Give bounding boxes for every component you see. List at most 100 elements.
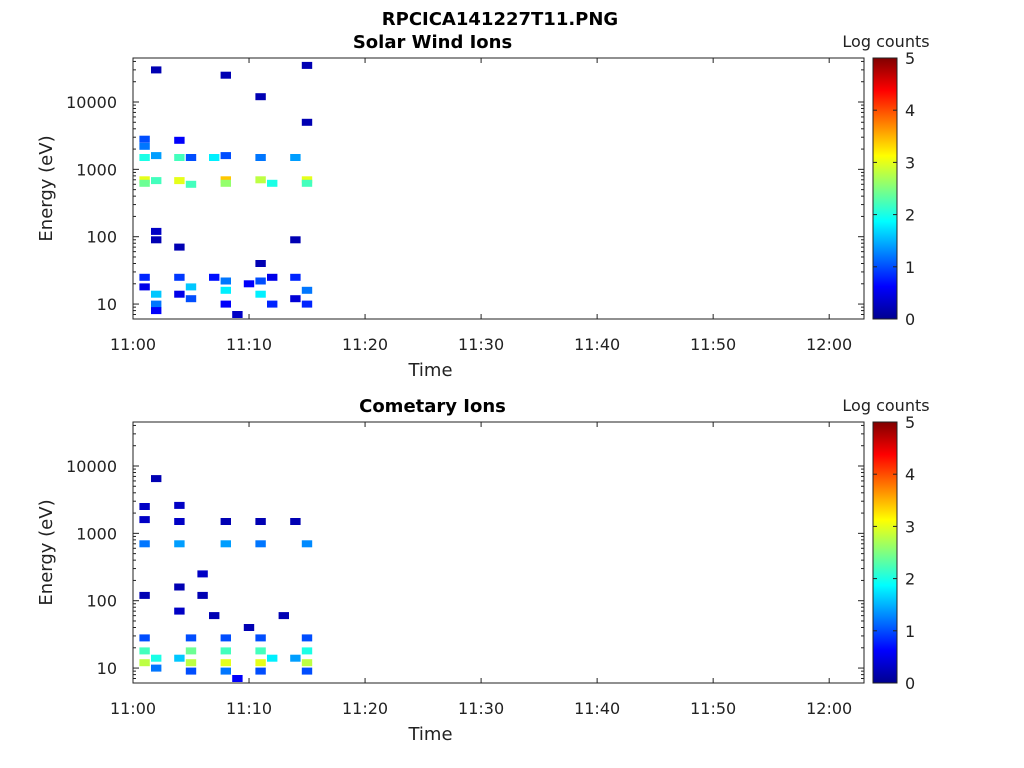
panel-title: Solar Wind Ions <box>353 32 512 53</box>
heatmap-cell <box>301 540 313 548</box>
colorbar-tick-label: 2 <box>905 570 915 589</box>
heatmap-cell <box>255 290 266 298</box>
heatmap-cell <box>139 283 150 291</box>
heatmap-cell <box>185 154 197 161</box>
heatmap-cell <box>209 273 220 281</box>
heatmap-cell <box>301 179 313 187</box>
heatmap-cell <box>278 612 289 620</box>
heatmap-cell <box>243 280 255 288</box>
heatmap-cell <box>220 277 231 285</box>
colorbar-tick-label: 5 <box>905 413 915 432</box>
heatmap-cell <box>151 307 162 315</box>
heatmap-cell <box>255 647 266 655</box>
heatmap-cell <box>174 540 185 548</box>
colorbar-tick-label: 1 <box>905 622 915 641</box>
heatmap-cell <box>255 540 266 548</box>
heatmap-cell <box>301 667 313 675</box>
heatmap-cell <box>301 61 313 69</box>
heatmap-cell <box>174 273 185 281</box>
heatmap-cell <box>185 180 197 188</box>
heatmap-cell <box>301 659 313 667</box>
heatmap-cell <box>301 634 313 642</box>
heatmap-cell <box>209 154 220 161</box>
y-axis-label: Energy (eV) <box>36 499 57 605</box>
plot-area <box>132 57 865 320</box>
heatmap-cell <box>139 659 150 667</box>
heatmap-cell <box>139 634 150 642</box>
heatmap-cell <box>174 154 185 161</box>
heatmap-cell <box>220 659 231 667</box>
heatmap-cell <box>255 260 266 267</box>
heatmap-cell <box>220 540 231 548</box>
y-tick-label: 100 <box>86 592 117 611</box>
heatmap-cell <box>139 135 150 143</box>
heatmap-cell <box>185 659 197 667</box>
colorbar-tick-label: 4 <box>905 101 915 120</box>
heatmap-cell <box>197 591 208 599</box>
heatmap-cell <box>174 243 185 251</box>
heatmap-cell <box>151 177 162 185</box>
heatmap-cell <box>220 300 231 308</box>
heatmap-cell <box>151 227 162 235</box>
heatmap-cell <box>290 154 301 161</box>
heatmap-cell <box>267 273 278 281</box>
heatmap-cell <box>267 300 278 308</box>
heatmap-cell <box>232 311 243 318</box>
x-tick-label: 11:30 <box>458 699 504 718</box>
heatmap-cell <box>174 177 185 185</box>
heatmap-cell <box>255 154 266 161</box>
heatmap-cell <box>151 475 162 483</box>
heatmap-cell <box>185 634 197 642</box>
heatmap-cell <box>139 647 150 655</box>
x-axis-label: Time <box>407 724 452 745</box>
x-tick-label: 11:20 <box>342 335 388 354</box>
heatmap-cell <box>139 179 150 187</box>
x-tick-label: 11:40 <box>574 335 620 354</box>
figure-title: RPCICA141227T11.PNG <box>382 9 618 30</box>
heatmap-cell <box>151 152 162 160</box>
heatmap-cell <box>220 634 231 642</box>
heatmap-cell <box>301 118 313 126</box>
x-axis-label: Time <box>407 360 452 381</box>
x-tick-label: 11:40 <box>574 699 620 718</box>
heatmap-cell <box>185 283 197 291</box>
y-axis-label: Energy (eV) <box>36 135 57 241</box>
heatmap-cell <box>243 624 255 631</box>
colorbar-tick-label: 4 <box>905 465 915 484</box>
x-tick-label: 11:00 <box>110 699 156 718</box>
heatmap-cell <box>174 136 185 144</box>
heatmap-cell <box>197 570 208 578</box>
x-tick-label: 12:00 <box>806 699 852 718</box>
heatmap-cell <box>174 654 185 662</box>
heatmap-cell <box>185 667 197 675</box>
colorbar-tick-label: 0 <box>905 674 915 693</box>
colorbar <box>872 421 898 684</box>
y-tick-label: 10000 <box>66 457 117 476</box>
heatmap-cell <box>151 66 162 74</box>
solar-wind-ions-panel: 11:00 11:10 11:20 11:30 11:40 11:50 12:0010100… <box>36 32 930 381</box>
x-tick-label: 11:50 <box>690 335 736 354</box>
heatmap-cell <box>151 290 162 298</box>
colorbar-tick-label: 3 <box>905 517 915 536</box>
y-tick-label: 10 <box>97 659 117 678</box>
heatmap-cell <box>220 647 231 655</box>
heatmap-cell <box>301 286 313 294</box>
colorbar-tick-label: 1 <box>905 258 915 277</box>
x-tick-label: 11:20 <box>342 699 388 718</box>
heatmap-cell <box>301 300 313 308</box>
heatmap-cell <box>290 273 301 281</box>
y-tick-label: 100 <box>86 228 117 247</box>
heatmap-cell <box>151 236 162 244</box>
heatmap-cell <box>139 273 150 281</box>
heatmap-cell <box>151 300 162 308</box>
cometary-ions-panel: 11:00 11:10 11:20 11:30 11:40 11:50 12:0010100… <box>36 396 930 745</box>
colorbar <box>872 57 898 320</box>
heatmap-cell <box>174 290 185 298</box>
x-tick-label: 11:10 <box>226 335 272 354</box>
colorbar-tick-label: 5 <box>905 49 915 68</box>
heatmap-cell <box>174 607 185 615</box>
heatmap-cell <box>290 654 301 662</box>
x-tick-label: 11:30 <box>458 335 504 354</box>
heatmap-cell <box>151 664 162 672</box>
heatmap-cell <box>139 591 150 599</box>
